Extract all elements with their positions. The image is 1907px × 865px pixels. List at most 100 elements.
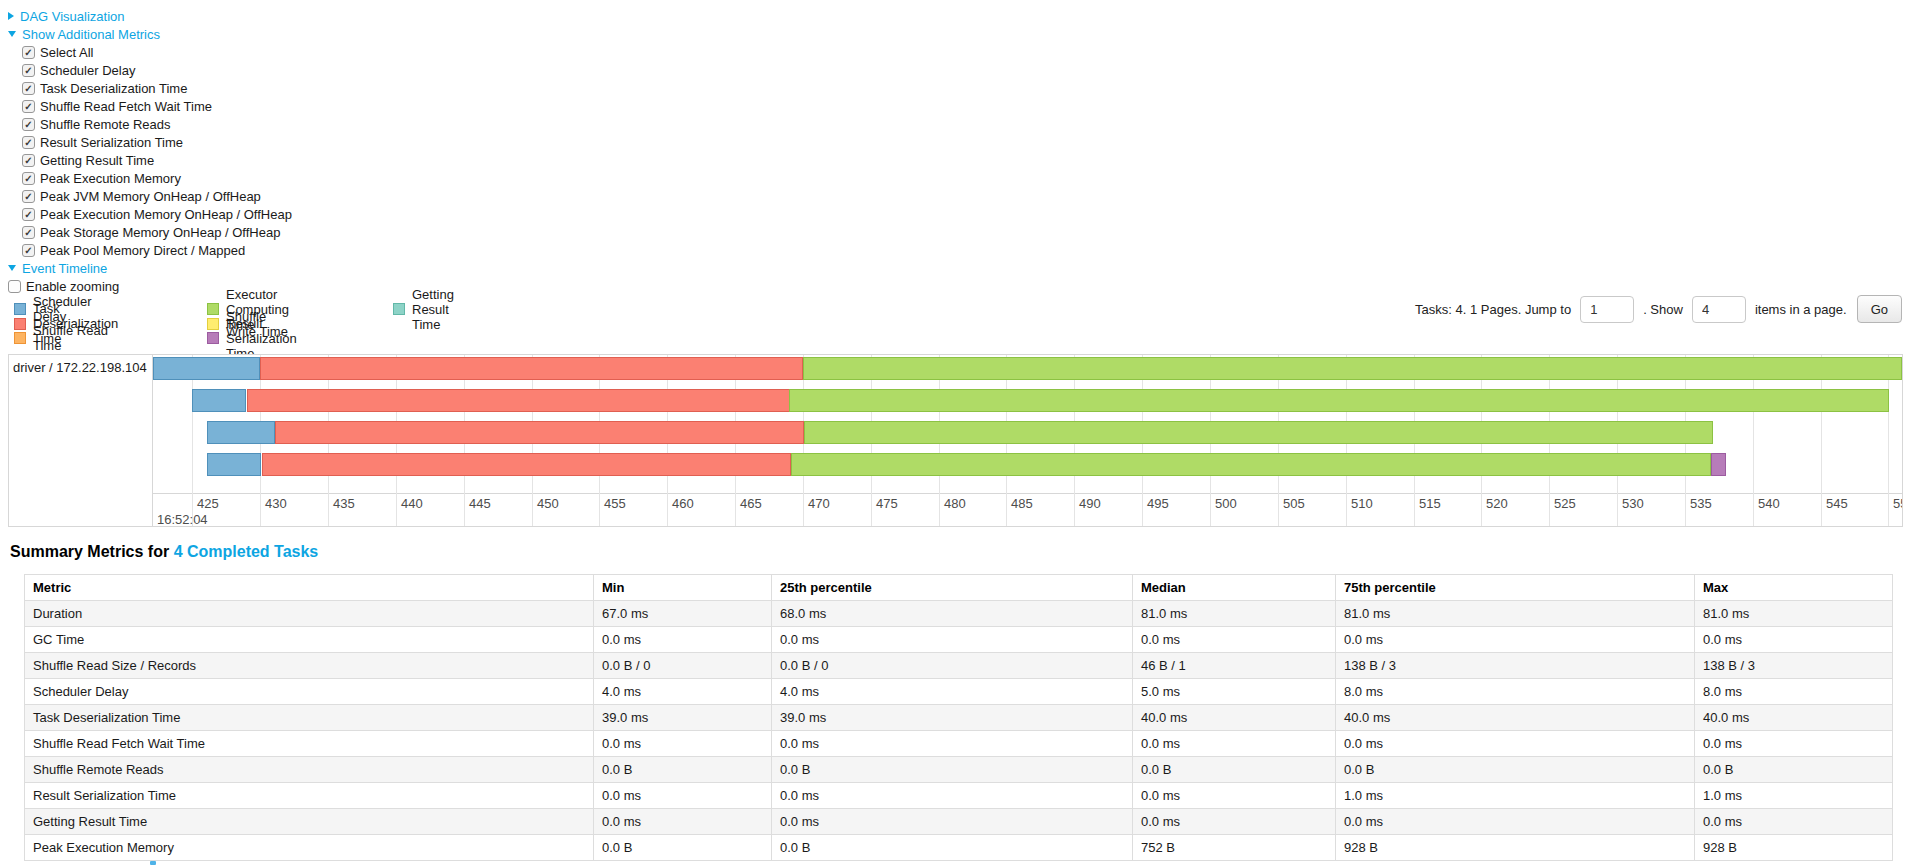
tick-label: 530 xyxy=(1622,496,1644,511)
dag-visualization-link[interactable]: DAG Visualization xyxy=(20,9,125,24)
metric-check-row-task-deserialization-time: ✓Task Deserialization Time xyxy=(22,79,292,97)
checkbox-peak-execution-memory-onheap-offheap[interactable]: ✓ xyxy=(22,208,35,221)
metric-value-cell: 0.0 ms xyxy=(772,783,1133,809)
task-1-task-deserialization-bar[interactable] xyxy=(247,389,790,412)
legend-column: Getting Result Time xyxy=(393,302,454,317)
tick-label: 425 xyxy=(197,496,219,511)
column-header-metric[interactable]: Metric xyxy=(25,575,594,601)
metric-check-row-peak-execution-memory-onheap-offheap: ✓Peak Execution Memory OnHeap / OffHeap xyxy=(22,205,292,223)
checkbox-shuffle-read-fetch-wait-time[interactable]: ✓ xyxy=(22,100,35,113)
metric-name-cell: Scheduler Delay xyxy=(25,679,594,705)
jump-to-page-input[interactable] xyxy=(1580,296,1634,323)
checkbox-label: Select All xyxy=(40,45,93,60)
major-time-label: 16:52:04 xyxy=(157,512,208,526)
dag-visualization-toggle[interactable]: DAG Visualization xyxy=(8,7,292,25)
metric-name-cell: Duration xyxy=(25,601,594,627)
items-per-page-input[interactable] xyxy=(1692,296,1746,323)
timeline-group-column: driver / 172.22.198.104 xyxy=(9,355,153,526)
task-3-task-deserialization-bar[interactable] xyxy=(262,453,791,476)
metric-value-cell: 928 B xyxy=(1336,835,1695,861)
tick-label: 520 xyxy=(1486,496,1508,511)
legend-column: Scheduler DelayTask Deserialization Time… xyxy=(14,302,118,346)
task-0-task-deserialization-bar[interactable] xyxy=(260,357,803,380)
event-timeline-chart: driver / 172.22.198.104 4254304354404454… xyxy=(8,354,1903,527)
tick-label: 430 xyxy=(265,496,287,511)
stage-page-controls: DAG Visualization Show Additional Metric… xyxy=(8,7,292,295)
metric-value-cell: 0.0 ms xyxy=(594,809,772,835)
task-2-task-deserialization-bar[interactable] xyxy=(275,421,804,444)
checkbox-select-all[interactable]: ✓ xyxy=(22,46,35,59)
metric-name-cell: Peak Execution Memory xyxy=(25,835,594,861)
enable-zooming-checkbox[interactable] xyxy=(8,280,21,293)
task-1-scheduler-delay-bar[interactable] xyxy=(192,389,246,412)
tick-label: 545 xyxy=(1826,496,1848,511)
metric-value-cell: 138 B / 3 xyxy=(1336,653,1695,679)
tick-label: 465 xyxy=(740,496,762,511)
metric-value-cell: 0.0 ms xyxy=(594,731,772,757)
metric-value-cell: 0.0 ms xyxy=(1336,627,1695,653)
task-1-executor-computing-bar[interactable] xyxy=(789,389,1889,412)
tick-label: 525 xyxy=(1554,496,1576,511)
show-additional-metrics-toggle[interactable]: Show Additional Metrics xyxy=(8,25,292,43)
metric-value-cell: 39.0 ms xyxy=(772,705,1133,731)
legend-column: Executor Computing TimeShuffle Write Tim… xyxy=(207,302,297,346)
checkbox-label: Scheduler Delay xyxy=(40,63,135,78)
table-row-peak-execution-memory: Peak Execution Memory0.0 B0.0 B752 B928 … xyxy=(25,835,1893,861)
task-3-result-serialization-bar[interactable] xyxy=(1711,453,1726,476)
summary-metrics-table: MetricMin25th percentileMedian75th perce… xyxy=(24,574,1893,861)
tick-label: 535 xyxy=(1690,496,1712,511)
task-2-executor-computing-bar[interactable] xyxy=(804,421,1713,444)
column-header-25th-percentile[interactable]: 25th percentile xyxy=(772,575,1133,601)
expanded-arrow-icon xyxy=(8,265,16,271)
go-button[interactable]: Go xyxy=(1857,295,1902,323)
column-header-min[interactable]: Min xyxy=(594,575,772,601)
checkbox-peak-pool-memory-direct-mapped[interactable]: ✓ xyxy=(22,244,35,257)
metric-value-cell: 40.0 ms xyxy=(1336,705,1695,731)
scheduler-delay-swatch-icon xyxy=(14,303,26,315)
gridline xyxy=(1821,355,1822,526)
metric-value-cell: 0.0 B xyxy=(594,757,772,783)
table-row-getting-result-time: Getting Result Time0.0 ms0.0 ms0.0 ms0.0… xyxy=(25,809,1893,835)
metric-value-cell: 40.0 ms xyxy=(1133,705,1336,731)
table-row-gc-time: GC Time0.0 ms0.0 ms0.0 ms0.0 ms0.0 ms xyxy=(25,627,1893,653)
event-timeline-link[interactable]: Event Timeline xyxy=(22,261,107,276)
checkbox-shuffle-remote-reads[interactable]: ✓ xyxy=(22,118,35,131)
checkbox-getting-result-time[interactable]: ✓ xyxy=(22,154,35,167)
metric-value-cell: 0.0 ms xyxy=(772,627,1133,653)
checkbox-label: Peak Pool Memory Direct / Mapped xyxy=(40,243,245,258)
metric-value-cell: 0.0 B xyxy=(1133,757,1336,783)
metric-value-cell: 752 B xyxy=(1133,835,1336,861)
metric-value-cell: 81.0 ms xyxy=(1336,601,1695,627)
additional-metrics-checklist: ✓ Select All ✓ Scheduler Delay✓Task Deseria… xyxy=(8,43,292,259)
metric-check-row-peak-storage-memory-onheap-offheap: ✓Peak Storage Memory OnHeap / OffHeap xyxy=(22,223,292,241)
column-header-median[interactable]: Median xyxy=(1133,575,1336,601)
checkbox-peak-execution-memory[interactable]: ✓ xyxy=(22,172,35,185)
event-timeline-toggle[interactable]: Event Timeline xyxy=(8,259,292,277)
tick-label: 485 xyxy=(1011,496,1033,511)
legend-label: Getting Result Time xyxy=(412,287,454,332)
tick-label: 440 xyxy=(401,496,423,511)
column-header-max[interactable]: Max xyxy=(1695,575,1893,601)
metric-check-row-result-serialization-time: ✓Result Serialization Time xyxy=(22,133,292,151)
metric-value-cell: 0.0 ms xyxy=(1133,809,1336,835)
task-0-executor-computing-bar[interactable] xyxy=(803,357,1902,380)
checkbox-task-deserialization-time[interactable]: ✓ xyxy=(22,82,35,95)
column-header-75th-percentile[interactable]: 75th percentile xyxy=(1336,575,1695,601)
metric-value-cell: 0.0 ms xyxy=(772,731,1133,757)
checkbox-result-serialization-time[interactable]: ✓ xyxy=(22,136,35,149)
checkbox-peak-jvm-memory-onheap-offheap[interactable]: ✓ xyxy=(22,190,35,203)
expanded-arrow-icon xyxy=(8,31,16,37)
task-3-scheduler-delay-bar[interactable] xyxy=(207,453,261,476)
checkbox-scheduler-delay[interactable]: ✓ xyxy=(22,64,35,77)
task-0-scheduler-delay-bar[interactable] xyxy=(153,357,260,380)
metric-value-cell: 0.0 B / 0 xyxy=(772,653,1133,679)
tick-label: 480 xyxy=(944,496,966,511)
timeline-plot-area: 4254304354404454504554604654704754804854… xyxy=(153,355,1902,526)
checkbox-peak-storage-memory-onheap-offheap[interactable]: ✓ xyxy=(22,226,35,239)
summary-metrics-heading: Summary Metrics for 4 Completed Tasks xyxy=(10,543,318,561)
task-2-scheduler-delay-bar[interactable] xyxy=(207,421,275,444)
table-row-shuffle-read-fetch-wait-time: Shuffle Read Fetch Wait Time0.0 ms0.0 ms… xyxy=(25,731,1893,757)
completed-tasks-link[interactable]: 4 Completed Tasks xyxy=(174,543,319,560)
show-additional-metrics-link[interactable]: Show Additional Metrics xyxy=(22,27,160,42)
task-3-executor-computing-bar[interactable] xyxy=(791,453,1711,476)
